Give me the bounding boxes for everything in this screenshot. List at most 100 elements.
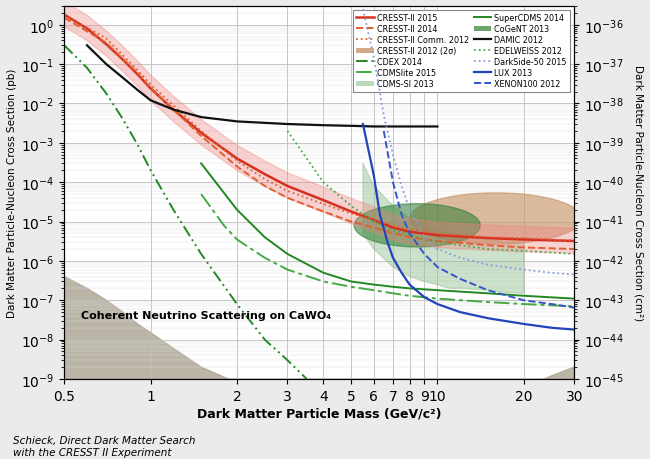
CDEX 2014 <box>147 168 155 174</box>
Polygon shape <box>410 193 582 245</box>
CRESST-II Comm. 2012 <box>283 189 291 194</box>
CRESST-II 2014 <box>147 86 155 91</box>
Line: EDELWEISS 2012: EDELWEISS 2012 <box>287 132 574 254</box>
CDEX 2014 <box>261 337 268 342</box>
X-axis label: Dark Matter Particle Mass (GeV/c²): Dark Matter Particle Mass (GeV/c²) <box>197 407 441 420</box>
CRESST-II 2014 <box>102 41 110 46</box>
SuperCDMS 2014 <box>389 285 397 290</box>
CRESST-II 2015 <box>119 58 127 63</box>
CDMSlite 2015 <box>406 293 413 299</box>
DarkSide-50 2015 <box>520 267 528 273</box>
XENON100 2012 <box>380 129 387 134</box>
EDELWEISS 2012 <box>406 233 413 238</box>
CRESST-II 2015 <box>520 237 528 243</box>
CDEX 2014 <box>233 302 241 307</box>
DAMIC 2012 <box>134 88 142 94</box>
CRESST-II 2015 <box>147 87 155 92</box>
CDMSlite 2015 <box>220 223 228 229</box>
Line: DarkSide-50 2015: DarkSide-50 2015 <box>363 10 574 275</box>
Line: CDMSlite 2015: CDMSlite 2015 <box>201 195 574 307</box>
SuperCDMS 2014 <box>370 282 378 288</box>
CDEX 2014 <box>83 66 91 72</box>
Y-axis label: Dark Matter Particle-Nucleon Cross Section (cm²): Dark Matter Particle-Nucleon Cross Secti… <box>633 65 643 321</box>
CDMSlite 2015 <box>283 267 291 273</box>
CRESST-II 2014 <box>134 71 142 76</box>
Line: CDEX 2014: CDEX 2014 <box>64 46 307 379</box>
CRESST-II Comm. 2012 <box>197 129 205 134</box>
CDMSlite 2015 <box>389 291 397 297</box>
DAMIC 2012 <box>406 124 413 130</box>
EDELWEISS 2012 <box>319 180 327 185</box>
DarkSide-50 2015 <box>370 55 378 61</box>
Line: CRESST-II 2015: CRESST-II 2015 <box>64 16 574 241</box>
DarkSide-50 2015 <box>380 113 387 119</box>
CRESST-II 2014 <box>261 184 268 189</box>
XENON100 2012 <box>520 298 528 303</box>
XENON100 2012 <box>547 302 555 307</box>
Y-axis label: Dark Matter Particle-Nucleon Cross Section (pb): Dark Matter Particle-Nucleon Cross Secti… <box>7 68 17 318</box>
EDELWEISS 2012 <box>570 252 578 257</box>
CDMSlite 2015 <box>570 304 578 309</box>
LUX 2013 <box>370 173 378 179</box>
LUX 2013 <box>547 325 555 331</box>
Text: Coherent Neutrino Scattering on CaWO₄: Coherent Neutrino Scattering on CaWO₄ <box>81 311 331 320</box>
CRESST-II 2015 <box>283 184 291 189</box>
DAMIC 2012 <box>370 124 378 130</box>
CRESST-II Comm. 2012 <box>102 37 110 42</box>
Line: DAMIC 2012: DAMIC 2012 <box>87 46 437 127</box>
CRESST-II Comm. 2012 <box>389 223 397 229</box>
LUX 2013 <box>570 327 578 333</box>
DarkSide-50 2015 <box>484 263 492 268</box>
CRESST-II Comm. 2012 <box>347 211 355 217</box>
Polygon shape <box>354 204 480 247</box>
CRESST-II 2015 <box>197 131 205 136</box>
CDMSlite 2015 <box>434 296 441 302</box>
CRESST-II 2015 <box>233 157 241 162</box>
DAMIC 2012 <box>170 107 177 113</box>
DAMIC 2012 <box>83 44 91 49</box>
LUX 2013 <box>359 122 367 128</box>
DAMIC 2012 <box>197 115 205 121</box>
CRESST-II 2014 <box>434 239 441 244</box>
SuperCDMS 2014 <box>283 252 291 257</box>
SuperCDMS 2014 <box>434 288 441 293</box>
DarkSide-50 2015 <box>456 256 464 261</box>
Line: SuperCDMS 2014: SuperCDMS 2014 <box>201 164 574 299</box>
LUX 2013 <box>434 302 441 307</box>
CRESST-II 2015 <box>570 239 578 244</box>
EDELWEISS 2012 <box>434 240 441 245</box>
DarkSide-50 2015 <box>421 235 428 241</box>
CRESST-II 2015 <box>83 27 91 32</box>
SuperCDMS 2014 <box>347 279 355 285</box>
XENON100 2012 <box>434 265 441 270</box>
CRESST-II 2015 <box>434 233 441 238</box>
Line: CRESST-II 2014: CRESST-II 2014 <box>64 19 574 250</box>
CRESST-II 2014 <box>570 247 578 252</box>
CRESST-II 2015 <box>102 42 110 48</box>
SuperCDMS 2014 <box>570 296 578 302</box>
CRESST-II Comm. 2012 <box>319 202 327 207</box>
SuperCDMS 2014 <box>406 286 413 291</box>
CRESST-II 2015 <box>261 172 268 178</box>
CRESST-II 2014 <box>283 196 291 201</box>
CDEX 2014 <box>119 117 127 123</box>
CDEX 2014 <box>134 143 142 148</box>
Text: Schieck, Direct Dark Matter Search
with the CRESST II Experiment: Schieck, Direct Dark Matter Search with … <box>13 435 196 457</box>
XENON100 2012 <box>406 231 413 237</box>
CDMSlite 2015 <box>261 256 268 261</box>
CDMSlite 2015 <box>484 300 492 305</box>
EDELWEISS 2012 <box>520 248 528 254</box>
SuperCDMS 2014 <box>484 291 492 297</box>
DarkSide-50 2015 <box>434 247 441 252</box>
CRESST-II Comm. 2012 <box>233 159 241 164</box>
SuperCDMS 2014 <box>233 207 241 213</box>
CRESST-II 2015 <box>406 230 413 235</box>
DAMIC 2012 <box>319 123 327 129</box>
CDMSlite 2015 <box>319 279 327 285</box>
Legend: CRESST-II 2015, CRESST-II 2014, CRESST-II Comm. 2012, CRESST-II 2012 (2σ), CDEX : CRESST-II 2015, CRESST-II 2014, CRESST-I… <box>353 11 570 92</box>
XENON100 2012 <box>398 213 406 218</box>
CDEX 2014 <box>197 252 205 257</box>
CRESST-II Comm. 2012 <box>261 177 268 182</box>
XENON100 2012 <box>456 276 464 282</box>
CRESST-II 2015 <box>484 236 492 241</box>
